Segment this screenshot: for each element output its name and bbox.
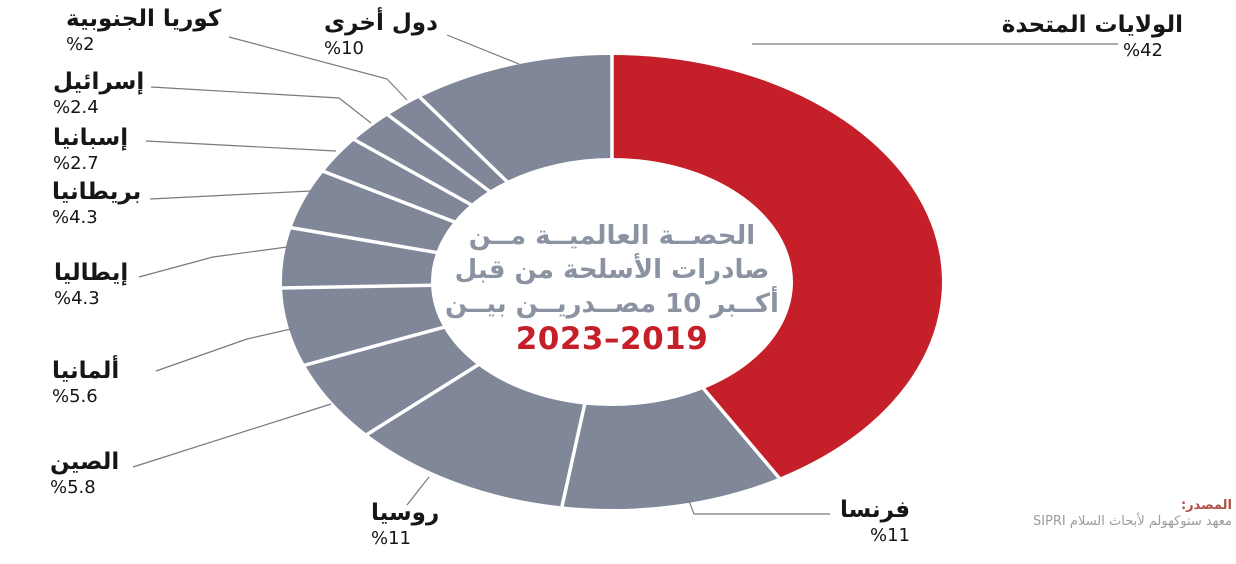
slice-israel <box>354 115 490 205</box>
slice-label-south-korea: كوريا الجنوبية %2 <box>66 6 221 55</box>
center-title-line: صادرات الأسلحة من قبل <box>454 255 770 285</box>
leader-line-france <box>688 500 830 515</box>
slice-label-name: روسيا <box>371 500 440 526</box>
slice-label-value: %11 <box>869 525 910 546</box>
slice-label-name: ألمانيا <box>52 358 120 384</box>
slice-separator <box>365 362 481 437</box>
slice-separator <box>352 137 474 207</box>
slice-separator <box>290 225 439 255</box>
slice-label-name: بريطانيا <box>52 179 142 205</box>
slice-label-russia: روسيا %11 <box>371 500 439 549</box>
slice-label-value: %2 <box>66 34 95 55</box>
slice-label-france: فرنسا %11 <box>840 497 910 546</box>
slice-label-italy: إيطاليا %4.3 <box>54 260 128 309</box>
slice-label-value: %5.6 <box>52 386 98 407</box>
slice-label-name: الصين <box>50 449 120 475</box>
source-text: معهد ستوكهولم لأبحاث السلام SIPRI <box>1032 514 1232 529</box>
slice-france <box>561 388 780 510</box>
slice-label-others: دول أخرى %10 <box>324 10 438 59</box>
slice-label-spain: إسبانيا %2.7 <box>53 125 128 174</box>
center-title-line: الحصــة العالميــة مــن <box>468 221 756 251</box>
slice-label-name: كوريا الجنوبية <box>66 6 222 32</box>
slice-label-value: %4.3 <box>54 288 100 309</box>
slice-label-united-kingdom: بريطانيا %4.3 <box>52 179 141 228</box>
slice-separator <box>281 283 434 290</box>
leader-line-spain <box>145 140 337 152</box>
leader-line-others <box>446 34 520 65</box>
slice-united-states <box>612 55 942 478</box>
leader-line-united-kingdom <box>149 190 312 200</box>
slice-united-kingdom <box>291 171 454 253</box>
slice-label-value: %10 <box>324 38 365 59</box>
slice-germany <box>282 285 444 365</box>
chart-center-title: الحصــة العالميــة مــن صادرات الأسلحة م… <box>427 219 797 358</box>
slice-label-value: %2.4 <box>53 97 99 118</box>
slice-label-value: %42 <box>1122 40 1163 61</box>
slice-separator <box>418 95 510 184</box>
slice-label-name: فرنسا <box>839 497 910 523</box>
leader-line-italy <box>138 246 288 278</box>
leader-line-south-korea <box>228 36 408 101</box>
slice-italy <box>281 227 437 288</box>
slice-label-china: الصين %5.8 <box>50 449 119 498</box>
center-title-line: أكــبر 10 مصــدريــن بيــن <box>445 289 779 319</box>
slice-label-name: إسبانيا <box>53 125 129 151</box>
slice-spain <box>323 140 471 222</box>
source-note: المصدر: معهد ستوكهولم لأبحاث السلام SIPR… <box>1033 498 1232 530</box>
slice-separator <box>322 169 457 225</box>
slice-separator <box>303 325 446 368</box>
slice-label-name: إيطاليا <box>54 260 129 286</box>
slice-label-united-states: الولايات المتحدة %42 <box>1002 12 1183 61</box>
slice-label-value: %11 <box>371 528 412 549</box>
leader-line-china <box>132 403 332 468</box>
slice-separator <box>386 113 492 194</box>
slice-separator <box>560 402 587 508</box>
slice-label-israel: إسرائيل %2.4 <box>53 69 144 118</box>
source-label: المصدر: <box>1180 498 1232 513</box>
leader-line-russia <box>406 476 430 506</box>
slice-label-value: %2.7 <box>53 153 99 174</box>
leader-line-israel <box>150 86 372 124</box>
slice-others <box>419 55 612 182</box>
slice-label-value: %5.8 <box>50 477 96 498</box>
slice-label-name: إسرائيل <box>53 69 145 95</box>
center-period: 2023–2019 <box>515 321 709 357</box>
slice-south-korea <box>388 97 507 191</box>
slice-label-germany: ألمانيا %5.6 <box>52 358 119 407</box>
slice-label-value: %4.3 <box>52 207 98 228</box>
leader-line-germany <box>155 328 292 372</box>
slice-label-name: الولايات المتحدة <box>1001 12 1183 38</box>
slice-label-name: دول أخرى <box>324 10 438 36</box>
slice-separator <box>701 386 782 480</box>
